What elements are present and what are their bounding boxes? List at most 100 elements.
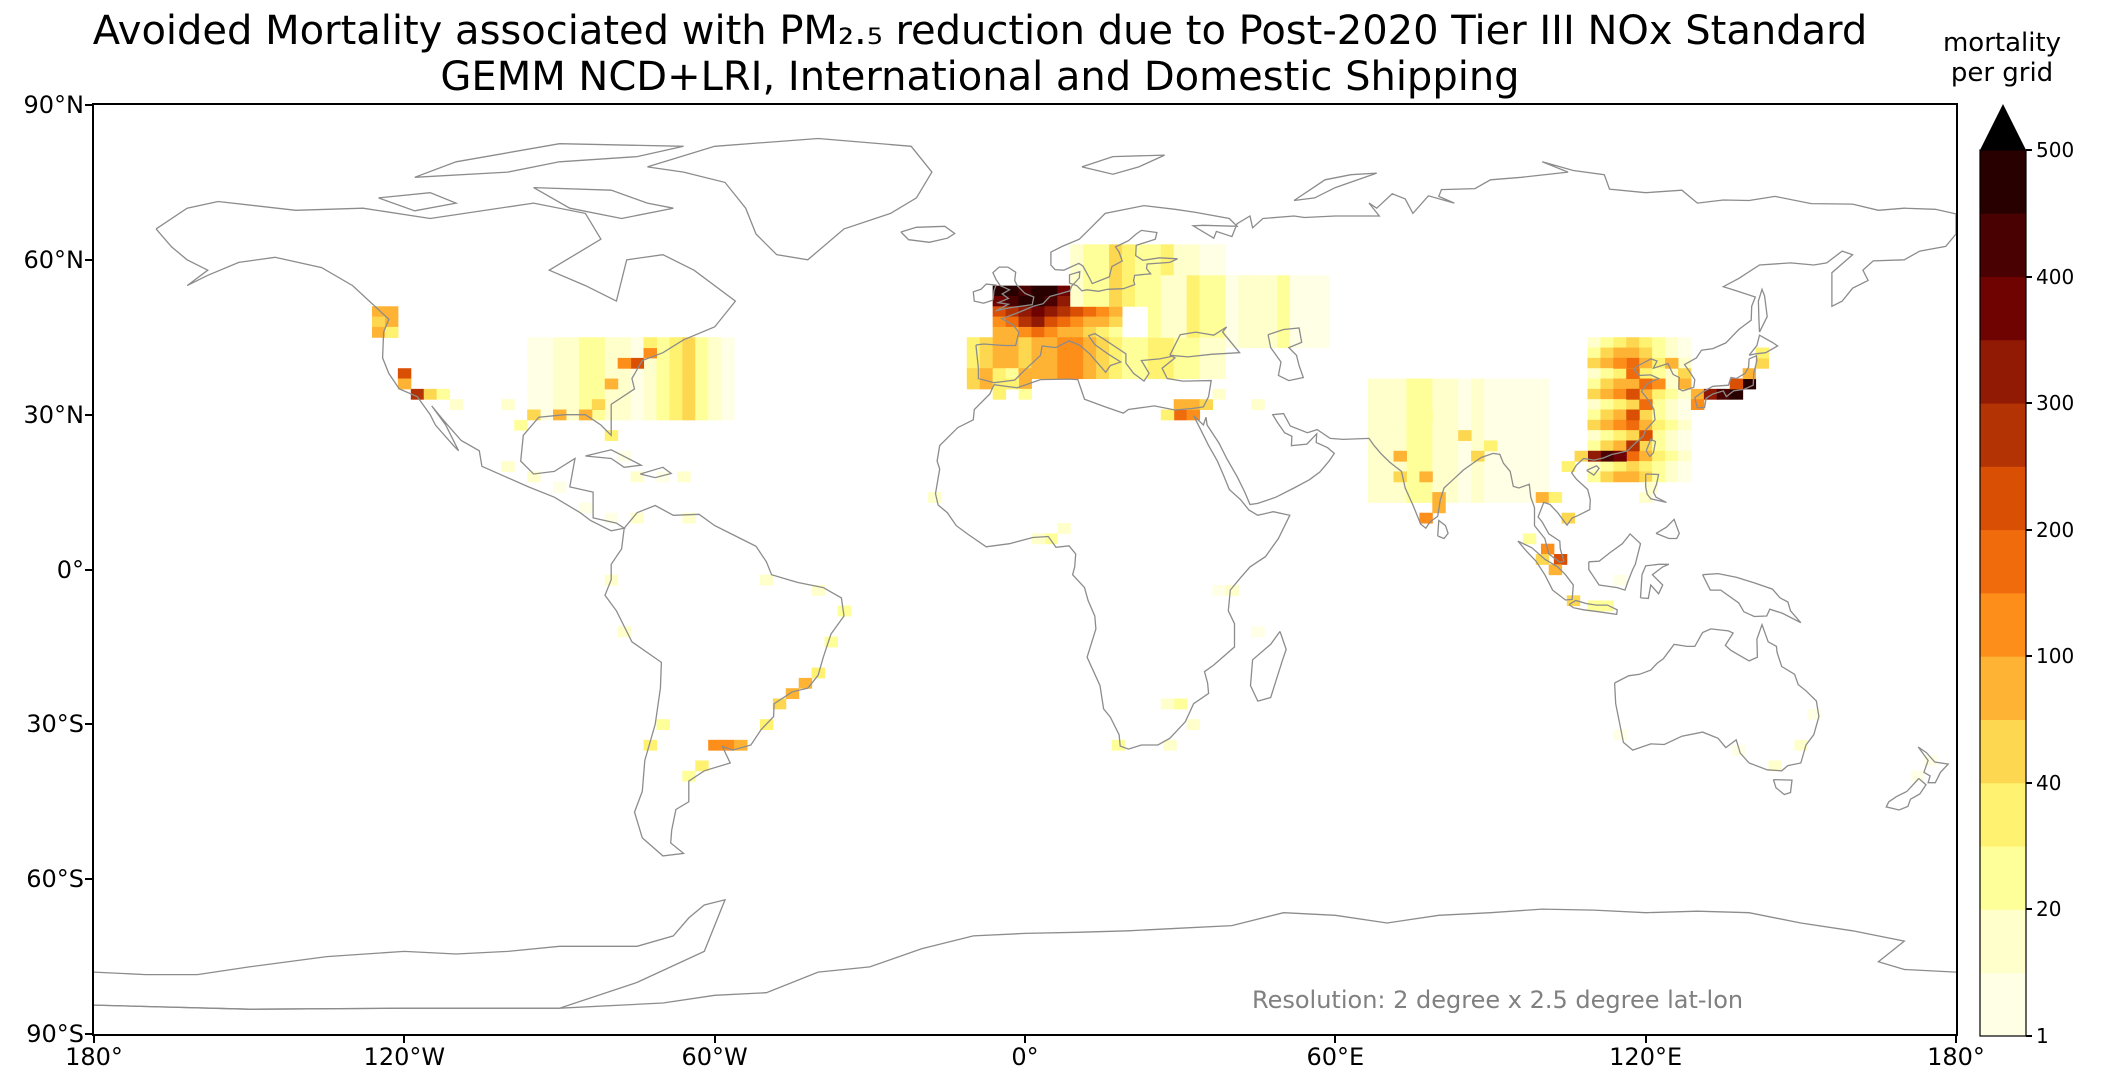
- coastline: [1437, 519, 1449, 540]
- mortality-cell: [1613, 471, 1627, 483]
- mortality-cell: [721, 739, 735, 751]
- mortality-cell: [1652, 399, 1666, 410]
- mortality-cell: [1393, 399, 1407, 410]
- mortality-cell: [578, 388, 593, 400]
- coastline: [155, 200, 737, 532]
- colorbar-tick-mark: [2026, 908, 2032, 911]
- mortality-cell: [1535, 388, 1550, 400]
- mortality-cell: [604, 357, 619, 369]
- mortality-cell: [1031, 357, 1045, 369]
- mortality-cell: [1587, 368, 1601, 380]
- mortality-cell: [1496, 461, 1511, 472]
- mortality-cell: [617, 347, 632, 359]
- mortality-cell: [1303, 316, 1317, 328]
- mortality-cell: [1600, 337, 1614, 349]
- mortality-cell: [1419, 492, 1433, 503]
- colorbar-segment: [1980, 529, 2026, 594]
- mortality-cell: [721, 399, 735, 410]
- mortality-cell: [695, 347, 709, 359]
- mortality-cell: [1509, 378, 1524, 390]
- mortality-cell: [1677, 357, 1692, 369]
- mortality-cell: [656, 399, 670, 410]
- mortality-cell: [1522, 419, 1537, 431]
- mortality-cell: [1290, 275, 1304, 287]
- mortality-cell: [1160, 254, 1175, 266]
- mortality-cell: [1173, 698, 1188, 710]
- mortality-cell: [669, 357, 683, 369]
- mortality-cell: [1419, 440, 1433, 452]
- mortality-cell: [1173, 347, 1188, 359]
- mortality-cell: [372, 306, 386, 318]
- mortality-cell: [1677, 461, 1692, 472]
- mortality-cell: [1690, 388, 1705, 400]
- mortality-cell: [1367, 481, 1382, 493]
- mortality-cell: [1380, 378, 1395, 390]
- mortality-cell: [1173, 285, 1188, 297]
- mortality-cell: [1147, 254, 1162, 266]
- mortality-cell: [1031, 533, 1045, 545]
- mortality-cell: [1134, 285, 1149, 297]
- mortality-cell: [1509, 450, 1524, 462]
- mortality-cell: [1380, 481, 1395, 493]
- mortality-cell: [1160, 275, 1175, 287]
- colorbar-segment: [1980, 150, 2026, 214]
- mortality-cell: [1303, 285, 1317, 297]
- mortality-cell: [1587, 430, 1601, 441]
- mortality-cell: [1251, 295, 1265, 307]
- mortality-cell: [979, 337, 994, 349]
- mortality-cell: [1380, 471, 1395, 483]
- mortality-cell: [1225, 275, 1239, 287]
- mortality-cell: [1238, 316, 1252, 328]
- mortality-cell: [591, 357, 606, 369]
- mortality-cell: [1393, 430, 1407, 441]
- mortality-cell: [630, 409, 645, 421]
- mortality-cell: [1212, 388, 1226, 400]
- mortality-cell: [1173, 337, 1188, 349]
- mortality-cell: [669, 337, 683, 349]
- mortality-cell: [695, 368, 709, 380]
- mortality-cell: [1484, 461, 1498, 472]
- colorbar-tick-label: 500: [2036, 138, 2075, 162]
- mortality-cell: [1264, 275, 1278, 287]
- mortality-cell: [1044, 316, 1058, 328]
- mortality-cell: [527, 357, 541, 369]
- y-tick-label: 30°S: [26, 710, 84, 739]
- mortality-cell: [1303, 337, 1317, 349]
- mortality-cell: [1018, 295, 1032, 307]
- mortality-cell: [1652, 409, 1666, 421]
- mortality-cell: [527, 368, 541, 380]
- mortality-cell: [1626, 337, 1640, 349]
- mortality-cell: [695, 409, 709, 421]
- mortality-cell: [1134, 264, 1149, 276]
- mortality-cell: [1639, 388, 1653, 400]
- mortality-cell: [1147, 295, 1162, 307]
- coastline: [1702, 572, 1802, 624]
- mortality-cell: [1458, 450, 1472, 462]
- mortality-cell: [540, 347, 554, 359]
- mortality-cell: [708, 347, 722, 359]
- mortality-cell: [591, 388, 606, 400]
- mortality-cell: [1509, 399, 1524, 410]
- mortality-cell: [1173, 244, 1188, 256]
- mortality-cell: [1471, 461, 1485, 472]
- mortality-cell: [1315, 337, 1330, 349]
- mortality-cell: [1160, 306, 1175, 318]
- mortality-cell: [1121, 275, 1136, 287]
- coastline: [1639, 563, 1670, 600]
- mortality-cell: [1652, 388, 1666, 400]
- mortality-cell: [1018, 347, 1032, 359]
- mortality-cell: [527, 409, 541, 421]
- mortality-cell: [1626, 471, 1640, 483]
- mortality-cell: [591, 409, 606, 421]
- mortality-cell: [1290, 306, 1304, 318]
- coastline: [585, 449, 644, 468]
- x-tick-label: 60°E: [1306, 1043, 1365, 1071]
- coastline: [972, 283, 997, 304]
- mortality-cell: [992, 306, 1007, 318]
- mortality-cell: [1677, 399, 1692, 410]
- mortality-cell: [1665, 430, 1679, 441]
- y-tick-mark: [85, 413, 92, 416]
- mortality-cell: [1600, 368, 1614, 380]
- mortality-cell: [1057, 316, 1071, 328]
- mortality-cell: [643, 357, 657, 369]
